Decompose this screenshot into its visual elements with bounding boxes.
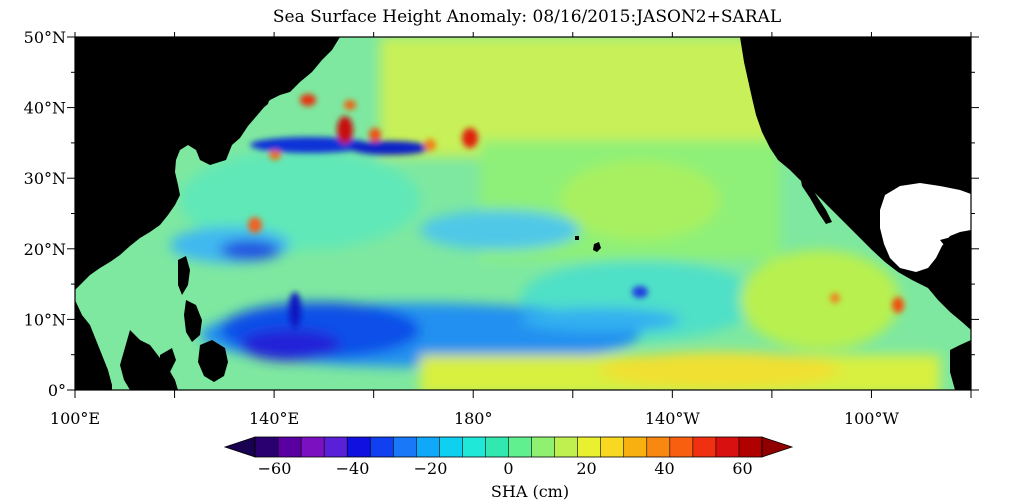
colorbar: −60 −40 −20 0 20 40 60 bbox=[223, 436, 794, 478]
chart-title: Sea Surface Height Anomaly: 08/16/2015:J… bbox=[273, 7, 781, 27]
colorbar-swatch bbox=[646, 437, 671, 457]
colorbar-tick-label: −40 bbox=[336, 459, 370, 478]
lon-tick-label: 100°E bbox=[50, 409, 100, 428]
colorbar-swatch bbox=[692, 437, 717, 457]
colorbar-tick-label: 0 bbox=[503, 459, 513, 478]
colorbar-swatch bbox=[324, 437, 348, 457]
colorbar-swatch bbox=[462, 437, 486, 457]
colorbar-swatch bbox=[577, 437, 602, 457]
colorbar-label: SHA (cm) bbox=[491, 482, 569, 501]
colorbar-swatch bbox=[669, 437, 694, 457]
colorbar-swatch bbox=[393, 437, 417, 457]
lat-tick-label: 0° bbox=[48, 381, 66, 400]
colorbar-swatch bbox=[623, 437, 648, 457]
lon-tick-label: 180° bbox=[454, 409, 493, 428]
colorbar-under-arrow bbox=[223, 436, 256, 458]
colorbar-tick-label: 20 bbox=[576, 459, 596, 478]
lat-tick-label: 50°N bbox=[24, 28, 66, 47]
colorbar-swatch bbox=[715, 437, 740, 457]
lat-tick-label: 40°N bbox=[24, 99, 66, 118]
no-data-gulf-of-mexico bbox=[880, 183, 971, 272]
lon-tick-label: 140°E bbox=[249, 409, 299, 428]
lat-tick-label: 10°N bbox=[24, 310, 66, 329]
kuroshio-extension-eddies bbox=[248, 94, 904, 328]
colorbar-swatch bbox=[278, 437, 302, 457]
colorbar-swatch bbox=[508, 437, 533, 457]
colorbar-swatch bbox=[347, 437, 371, 457]
lat-tick-label: 30°N bbox=[24, 169, 66, 188]
lat-tick-label: 20°N bbox=[24, 240, 66, 259]
colorbar-swatch bbox=[738, 437, 763, 457]
colorbar-swatch bbox=[416, 437, 440, 457]
colorbar-swatch bbox=[301, 437, 325, 457]
caribbean-land bbox=[940, 236, 965, 250]
colorbar-swatch bbox=[439, 437, 463, 457]
colorbar-tick-label: −60 bbox=[258, 459, 292, 478]
colorbar-swatch bbox=[370, 437, 394, 457]
lon-tick-label: 100°W bbox=[844, 409, 900, 428]
anomaly-field bbox=[170, 37, 940, 390]
longitude-axis: 100°E 140°E 180° 140°W 100°W bbox=[50, 32, 972, 428]
colorbar-over-arrow bbox=[761, 436, 794, 458]
colorbar-swatch bbox=[600, 437, 625, 457]
colorbar-swatch bbox=[485, 437, 509, 457]
colorbar-swatch bbox=[255, 437, 279, 457]
colorbar-swatch bbox=[554, 437, 579, 457]
colorbar-frame bbox=[254, 436, 763, 458]
colorbar-swatch bbox=[531, 437, 556, 457]
colorbar-tick-label: −20 bbox=[414, 459, 448, 478]
map-panel bbox=[75, 37, 971, 390]
lon-tick-label: 140°W bbox=[645, 409, 701, 428]
latitude-axis: 50°N 40°N 30°N 20°N 10°N 0° bbox=[24, 28, 979, 400]
colorbar-tick-label: 40 bbox=[654, 459, 674, 478]
colorbar-tick-label: 60 bbox=[732, 459, 752, 478]
